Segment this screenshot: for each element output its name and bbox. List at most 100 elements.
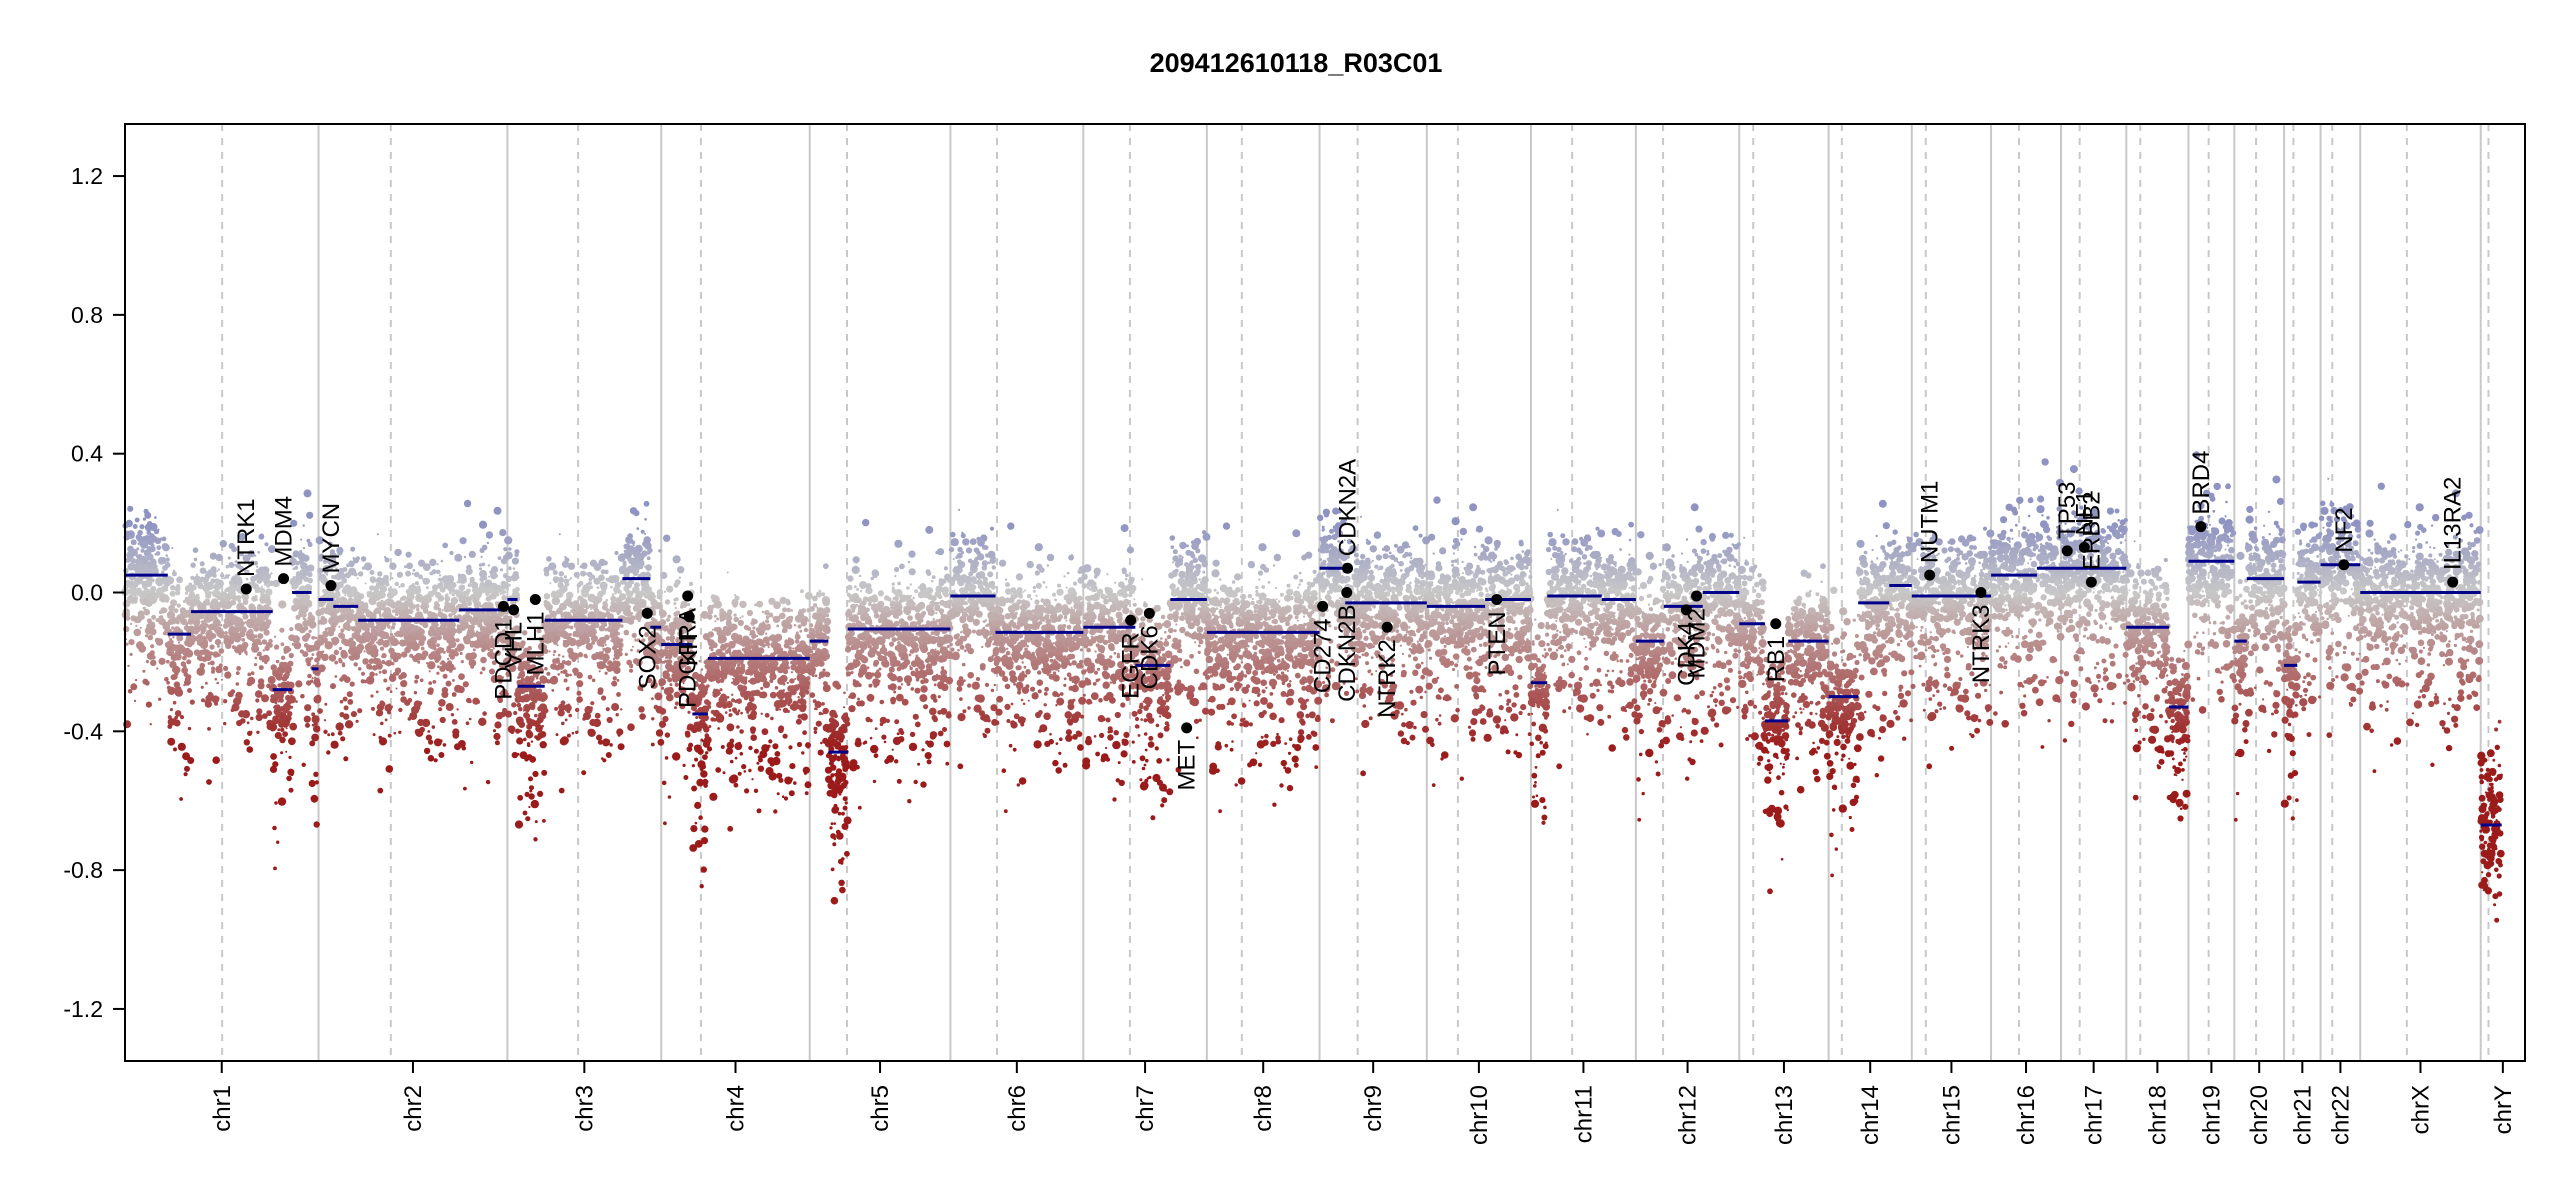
probe-point — [829, 826, 833, 830]
probe-point — [205, 681, 208, 685]
probe-point — [383, 678, 388, 683]
probe-point — [330, 740, 339, 749]
probe-point — [335, 600, 338, 604]
probe-point — [457, 573, 462, 577]
probe-point — [524, 791, 530, 798]
probe-point — [295, 700, 298, 703]
probe-point — [663, 534, 671, 542]
probe-point — [130, 558, 137, 564]
probe-point — [644, 518, 647, 521]
probe-point — [418, 639, 425, 646]
probe-point — [306, 511, 314, 519]
probe-point — [427, 691, 430, 695]
probe-point — [825, 613, 830, 618]
probe-point — [907, 615, 913, 621]
probe-point — [288, 787, 294, 793]
probe-point — [389, 562, 397, 570]
probe-point — [272, 670, 276, 674]
probe-point — [288, 737, 296, 746]
probe-point — [177, 742, 186, 751]
probe-point — [845, 665, 851, 671]
probe-point — [283, 720, 290, 727]
probe-point — [793, 781, 797, 785]
probe-point — [665, 636, 671, 641]
probe-point — [206, 779, 212, 785]
probe-point — [573, 571, 580, 578]
probe-point — [378, 578, 387, 586]
probe-point — [504, 536, 513, 545]
probe-point — [333, 649, 340, 656]
probe-point — [405, 551, 412, 558]
probe-point — [437, 595, 445, 602]
probe-point — [135, 624, 138, 628]
probe-point — [142, 678, 149, 685]
probe-point — [292, 567, 296, 570]
probe-point — [480, 619, 483, 622]
probe-point — [524, 757, 529, 762]
probe-point — [683, 775, 689, 780]
probe-point — [497, 556, 502, 560]
probe-point — [452, 679, 455, 682]
probe-point — [590, 701, 595, 706]
probe-point — [196, 614, 200, 618]
probe-point — [848, 705, 856, 713]
probe-point — [398, 674, 404, 680]
probe-point — [830, 833, 836, 839]
probe-point — [172, 700, 177, 705]
probe-point — [604, 671, 608, 675]
probe-point — [150, 644, 155, 649]
probe-point — [250, 716, 254, 721]
probe-point — [716, 714, 725, 722]
probe-point — [789, 763, 796, 770]
probe-point — [449, 605, 457, 613]
probe-point — [834, 772, 838, 777]
probe-point — [348, 567, 357, 576]
probe-point — [737, 771, 742, 776]
probe-point — [248, 562, 253, 567]
probe-point — [177, 641, 181, 644]
probe-point — [145, 660, 149, 664]
probe-point — [744, 705, 752, 713]
probe-point — [357, 708, 363, 714]
probe-point — [707, 665, 712, 670]
probe-point — [746, 609, 754, 617]
probe-point — [172, 675, 176, 679]
probe-point — [655, 729, 664, 737]
probe-point — [515, 550, 518, 553]
probe-point — [273, 635, 277, 638]
probe-point — [704, 672, 712, 680]
probe-point — [166, 610, 176, 620]
probe-point — [211, 612, 217, 618]
probe-point — [707, 705, 712, 709]
probe-point — [288, 648, 292, 652]
probe-point — [845, 646, 852, 653]
probe-point — [136, 547, 140, 551]
probe-point — [608, 575, 617, 584]
probe-point — [634, 562, 640, 568]
probe-point — [737, 663, 741, 667]
probe-point — [616, 679, 620, 682]
probe-point — [914, 687, 921, 694]
probe-point — [627, 558, 631, 562]
probe-point — [166, 680, 170, 685]
probe-point — [297, 605, 303, 611]
probe-point — [206, 569, 215, 577]
probe-point — [338, 659, 343, 664]
probe-point — [413, 691, 418, 695]
probe-point — [171, 547, 174, 550]
probe-point — [556, 589, 561, 594]
probe-point — [436, 643, 440, 647]
probe-point — [224, 631, 228, 635]
probe-point — [280, 642, 285, 647]
probe-point — [605, 599, 609, 602]
probe-point — [481, 644, 488, 651]
probe-point — [268, 580, 275, 587]
probe-point — [270, 694, 276, 700]
probe-point — [829, 710, 834, 715]
probe-point — [429, 558, 437, 567]
probe-point — [373, 585, 380, 592]
probe-point — [214, 677, 218, 681]
probe-point — [786, 666, 790, 670]
probe-point — [381, 660, 386, 665]
probe-point — [812, 595, 818, 602]
